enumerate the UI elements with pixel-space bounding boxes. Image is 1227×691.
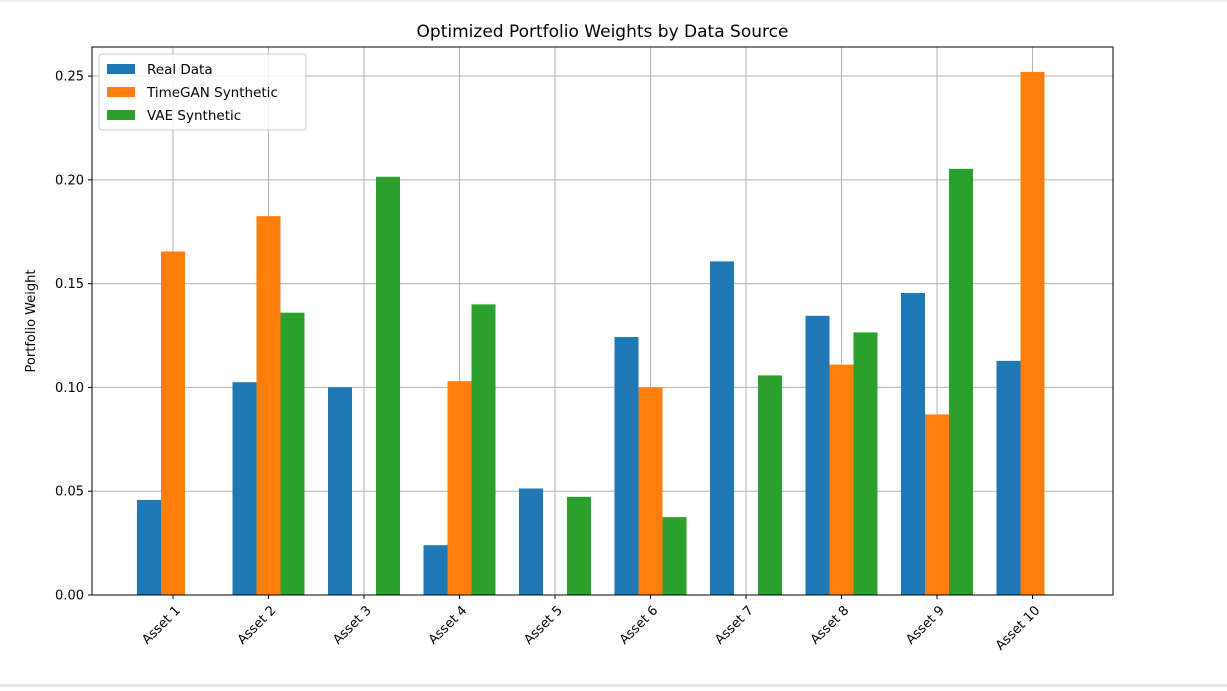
bar (471, 304, 496, 595)
y-tick-label: 0.15 (55, 277, 84, 292)
x-tick-label: Asset 1 (139, 603, 184, 648)
chart-title: Optimized Portfolio Weights by Data Sour… (417, 22, 789, 42)
y-tick-label: 0.25 (55, 70, 84, 85)
bar (949, 168, 973, 595)
legend-label: VAE Synthetic (147, 108, 241, 124)
bar (423, 545, 448, 595)
bar (447, 381, 472, 595)
legend-swatch (107, 87, 135, 97)
bar (137, 499, 161, 595)
x-tick-label: Asset 10 (993, 603, 1043, 653)
bar (328, 387, 352, 595)
bar (805, 315, 830, 595)
bar (376, 176, 400, 595)
x-tick-label: Asset 6 (617, 603, 662, 648)
bar (758, 375, 782, 595)
top-divider (0, 0, 1227, 2)
legend: Real Data TimeGAN Synthetic VAE Synthetic (98, 53, 307, 131)
x-tick-label: Asset 8 (808, 603, 853, 648)
bar (829, 364, 854, 595)
plot-frame (91, 46, 1114, 596)
bar (232, 382, 257, 595)
y-tick-label: 0.05 (55, 485, 84, 500)
bar (614, 336, 639, 595)
legend-swatch (107, 110, 135, 120)
bar (256, 216, 281, 595)
legend-label: TimeGAN Synthetic (146, 85, 278, 101)
bar (567, 496, 591, 595)
y-tick-label: 0.00 (55, 589, 84, 604)
x-tick-label: Asset 7 (712, 603, 757, 648)
legend-swatch (107, 64, 135, 74)
bar (710, 261, 734, 595)
x-tick-label: Asset 5 (521, 603, 566, 648)
bar (638, 387, 663, 595)
y-tick-label: 0.20 (55, 173, 84, 188)
bar (662, 517, 687, 595)
x-tick-label: Asset 9 (903, 603, 948, 648)
bar (853, 332, 878, 595)
legend-box (98, 53, 307, 131)
y-axis-label: Portfolio Weight (24, 270, 39, 373)
bar (996, 360, 1021, 595)
x-tick-label: Asset 3 (330, 603, 375, 648)
bottom-divider (0, 684, 1227, 687)
bars (137, 71, 1045, 596)
legend-label: Real Data (147, 62, 213, 78)
x-tick-label: Asset 4 (426, 603, 471, 648)
y-tick-label: 0.10 (55, 381, 84, 396)
bar (519, 488, 543, 595)
bar (161, 251, 185, 595)
x-tick-label: Asset 2 (235, 603, 280, 648)
bar (901, 292, 925, 595)
bar (1020, 71, 1045, 596)
bar (925, 414, 949, 595)
bar (280, 312, 305, 595)
